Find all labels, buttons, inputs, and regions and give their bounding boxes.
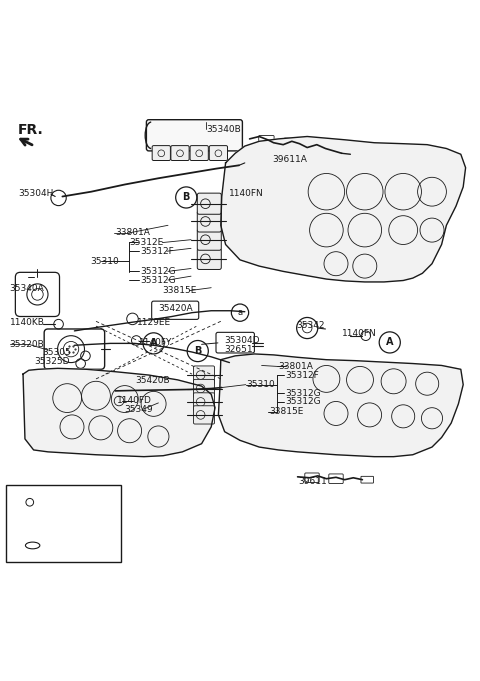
Text: 1140FN: 1140FN [228, 189, 263, 198]
Text: 35325D: 35325D [35, 357, 70, 366]
Text: 35312G: 35312G [140, 276, 176, 285]
Text: 35340A: 35340A [10, 284, 44, 293]
FancyBboxPatch shape [284, 138, 300, 148]
FancyBboxPatch shape [259, 136, 274, 146]
Text: 35312G: 35312G [140, 267, 176, 276]
Text: 35312G: 35312G [285, 389, 321, 398]
Text: FR.: FR. [18, 123, 44, 138]
FancyBboxPatch shape [305, 473, 319, 483]
FancyBboxPatch shape [152, 146, 170, 161]
FancyBboxPatch shape [197, 249, 221, 270]
FancyBboxPatch shape [193, 393, 215, 411]
FancyBboxPatch shape [193, 379, 215, 398]
FancyBboxPatch shape [197, 211, 221, 232]
FancyBboxPatch shape [193, 366, 215, 384]
FancyBboxPatch shape [44, 329, 105, 369]
Polygon shape [218, 354, 463, 457]
FancyBboxPatch shape [361, 476, 373, 483]
Text: 35306B: 35306B [57, 541, 92, 550]
Text: 35304H: 35304H [18, 189, 54, 198]
Text: 35340B: 35340B [206, 125, 241, 133]
Text: 39611: 39611 [299, 477, 327, 486]
Text: a: a [238, 308, 242, 317]
Text: 35349: 35349 [124, 405, 153, 414]
Text: 1140FY: 1140FY [139, 338, 173, 347]
Text: 35420A: 35420A [158, 304, 193, 313]
Text: A: A [150, 338, 157, 349]
Text: a: a [15, 490, 20, 500]
Text: 35320B: 35320B [10, 340, 44, 349]
Text: 35310: 35310 [90, 257, 119, 266]
Text: 35312E: 35312E [130, 238, 164, 247]
Text: 35420B: 35420B [135, 377, 170, 385]
FancyBboxPatch shape [197, 229, 221, 250]
FancyBboxPatch shape [15, 272, 60, 317]
Text: 35304D: 35304D [225, 336, 260, 345]
Text: 39611A: 39611A [273, 155, 308, 163]
Ellipse shape [25, 542, 40, 549]
FancyBboxPatch shape [216, 332, 254, 353]
Text: 33801A: 33801A [278, 362, 313, 371]
FancyBboxPatch shape [171, 146, 189, 161]
FancyBboxPatch shape [193, 406, 215, 424]
FancyBboxPatch shape [329, 474, 343, 484]
FancyBboxPatch shape [146, 120, 242, 151]
FancyBboxPatch shape [152, 301, 199, 319]
Text: B: B [194, 346, 202, 356]
Text: 1129EE: 1129EE [137, 318, 171, 327]
Text: 35312G: 35312G [285, 398, 321, 407]
Text: 1140FD: 1140FD [117, 396, 152, 405]
Bar [6, 486, 121, 563]
Text: 35305: 35305 [42, 349, 71, 358]
Text: 35342: 35342 [297, 321, 325, 330]
FancyBboxPatch shape [309, 141, 324, 152]
FancyBboxPatch shape [209, 146, 228, 161]
Text: 1140FN: 1140FN [342, 330, 376, 338]
Polygon shape [23, 368, 215, 457]
Text: 35310: 35310 [247, 380, 276, 389]
Text: 1140KB: 1140KB [10, 318, 45, 327]
Text: 33815E: 33815E [162, 286, 197, 295]
FancyBboxPatch shape [197, 193, 221, 215]
FancyBboxPatch shape [348, 149, 364, 158]
Text: 35306A: 35306A [57, 531, 92, 540]
Text: 35312F: 35312F [285, 370, 319, 379]
Polygon shape [221, 136, 466, 282]
Text: 33801A: 33801A [115, 229, 150, 238]
FancyBboxPatch shape [190, 146, 208, 161]
Text: 32651: 32651 [225, 345, 253, 353]
Text: 35312F: 35312F [140, 247, 174, 256]
Text: A: A [386, 337, 394, 347]
Text: 33815E: 33815E [269, 407, 303, 416]
Text: B: B [182, 193, 190, 202]
